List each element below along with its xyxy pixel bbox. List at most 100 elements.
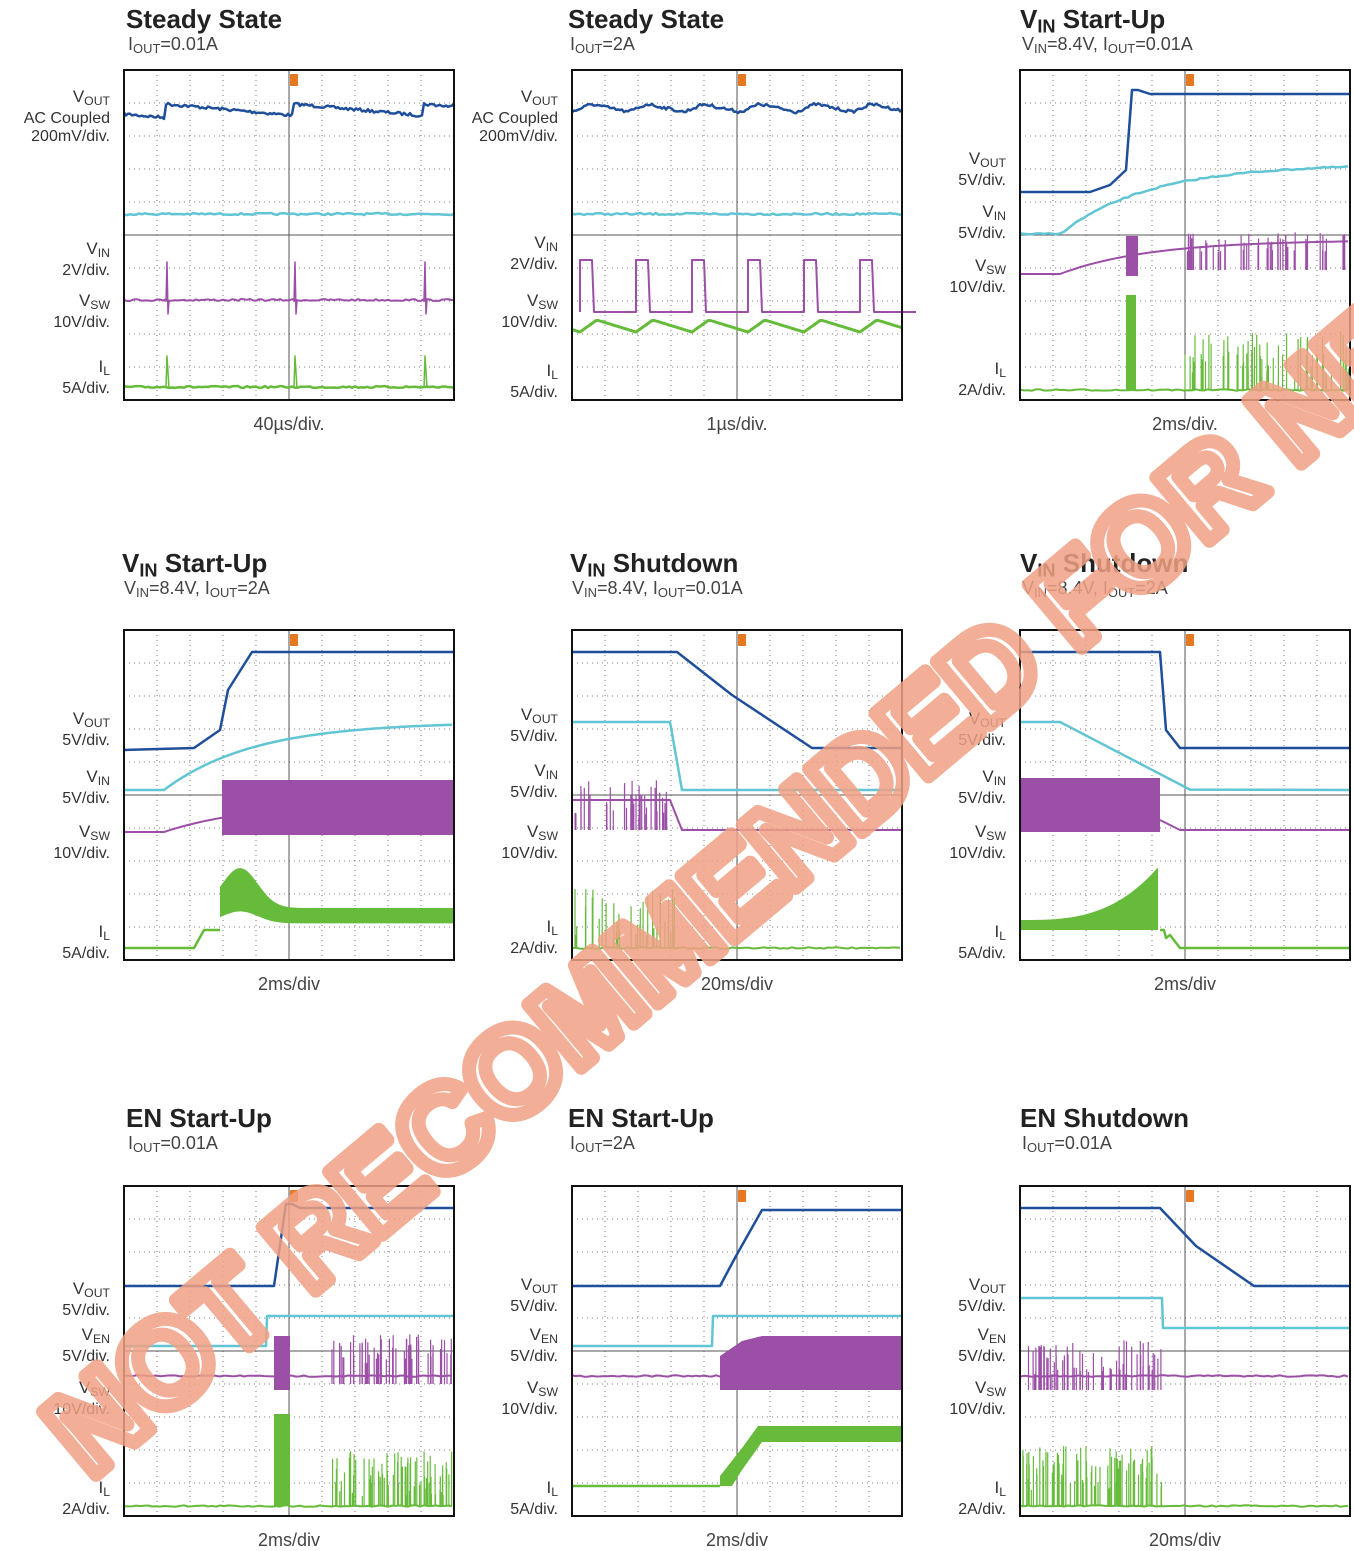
channel-label-il: IL 2A/div. xyxy=(62,1478,110,1519)
vout-trace xyxy=(124,1202,454,1288)
vsw-pulse xyxy=(293,261,298,315)
vsw-trace xyxy=(1159,819,1350,831)
panel-subtitle: IOUT=2A xyxy=(570,1133,635,1156)
trigger-marker xyxy=(738,74,746,86)
panel-title: Steady State xyxy=(568,4,725,34)
il-burst xyxy=(1126,295,1136,390)
channel-label-il: IL 2A/div. xyxy=(510,917,558,958)
channel-label-vout: VOUT 5V/div. xyxy=(958,709,1006,750)
vsw-pulse xyxy=(165,261,170,315)
panel-title: VIN Shutdown xyxy=(1020,548,1189,581)
vin-trace xyxy=(124,1314,454,1348)
vout-trace xyxy=(572,650,902,750)
vin-trace xyxy=(571,211,902,217)
timebase-label: 20ms/div xyxy=(1148,1530,1222,1550)
trigger-marker xyxy=(290,634,298,646)
timebase-label: 2ms/div xyxy=(257,974,320,994)
timebase-label: 20ms/div xyxy=(700,974,774,994)
channel-label-vin: VIN 2V/div. xyxy=(510,233,558,274)
trigger-marker xyxy=(738,1190,746,1202)
channel-label-vsw: VSW 10V/div. xyxy=(501,1378,558,1419)
vout-trace xyxy=(1020,650,1350,750)
channel-label-il: IL 5A/div. xyxy=(510,361,558,402)
channel-label-vsw: VSW 10V/div. xyxy=(949,256,1006,297)
panel-title: VIN Start-Up xyxy=(122,548,268,581)
vout-trace xyxy=(1020,1206,1350,1288)
panel-title: VIN Shutdown xyxy=(570,548,739,581)
plot-frame xyxy=(123,69,455,401)
panel-subtitle: VIN=8.4V, IOUT=0.01A xyxy=(572,578,743,601)
oscilloscope-plot xyxy=(123,1185,455,1517)
plot-frame xyxy=(1019,69,1351,401)
vsw-trace xyxy=(572,799,902,831)
vin-trace xyxy=(1020,720,1351,792)
plot-frame xyxy=(1019,629,1351,961)
timebase-label: 2ms/div xyxy=(257,1530,320,1550)
channel-label-il: IL 5A/div. xyxy=(62,357,110,398)
plot-frame xyxy=(123,1185,455,1517)
channel-label-vout: VOUT 5V/div. xyxy=(958,1275,1006,1316)
vsw-burst xyxy=(274,1336,290,1390)
channel-label-vsw: VSW 10V/div. xyxy=(949,822,1006,863)
trigger-marker xyxy=(1186,74,1194,86)
il-spikes xyxy=(332,1451,453,1506)
channel-label-vout: VOUT 5V/div. xyxy=(62,1279,110,1320)
vout-trace xyxy=(123,650,454,752)
panel-title: Steady State xyxy=(126,4,283,34)
vsw-trace xyxy=(1020,240,1348,275)
trigger-marker xyxy=(290,1190,298,1202)
channel-label-vsw: VSW 10V/div. xyxy=(501,822,558,863)
panel-title: EN Shutdown xyxy=(1020,1103,1189,1133)
panel-subtitle: IOUT=2A xyxy=(570,34,635,57)
il-trace xyxy=(1019,1504,1349,1508)
il-trace xyxy=(123,384,455,390)
plot-frame xyxy=(1019,1185,1351,1517)
timebase-label: 2ms/div. xyxy=(1152,414,1218,434)
vin-trace xyxy=(124,211,455,217)
oscilloscope-plot xyxy=(571,69,916,401)
il-pulse xyxy=(165,355,170,389)
vsw-band xyxy=(1020,778,1160,832)
il-trace xyxy=(124,928,220,950)
channel-label-il: IL 5A/div. xyxy=(510,1478,558,1519)
vout-trace xyxy=(571,101,903,115)
vout-trace xyxy=(1020,88,1350,194)
vsw-burst xyxy=(1126,236,1138,276)
channel-label-vout: VOUT 5V/div. xyxy=(62,709,110,750)
il-envelope xyxy=(220,868,454,924)
plot-frame xyxy=(123,629,455,961)
panel-subtitle: IOUT=0.01A xyxy=(1022,1133,1112,1156)
channel-label-vin: VIN 2V/div. xyxy=(62,239,110,280)
il-spikes xyxy=(1184,331,1350,390)
panel-subtitle: VIN=8.4V, IOUT=2A xyxy=(124,578,270,601)
panel-title: EN Start-Up xyxy=(126,1103,272,1133)
vsw-trace xyxy=(1019,1374,1349,1378)
channel-label-il: IL 5A/div. xyxy=(958,922,1006,963)
il-envelope xyxy=(1020,867,1158,930)
channel-label-il: IL 2A/div. xyxy=(958,1478,1006,1519)
channel-label-ven: VEN 5V/div. xyxy=(958,1325,1006,1366)
vin-trace xyxy=(1020,1296,1350,1330)
vsw-spikes xyxy=(331,1334,452,1384)
channel-label-vsw: VSW 10V/div. xyxy=(53,1378,110,1419)
channel-label-vsw: VSW 10V/div. xyxy=(501,291,558,332)
channel-label-ven: VEN 5V/div. xyxy=(510,1325,558,1366)
channel-label-vout: VOUT AC Coupled 200mV/div. xyxy=(471,87,558,146)
vsw-spikes xyxy=(574,780,668,830)
il-spikes xyxy=(1022,1446,1163,1506)
vin-trace xyxy=(572,1314,902,1348)
channel-label-vin: VIN 5V/div. xyxy=(510,761,558,802)
timebase-label: 40µs/div. xyxy=(253,414,325,434)
vsw-band xyxy=(720,1336,902,1390)
plot-frame xyxy=(571,629,903,961)
vsw-pulse xyxy=(423,261,428,315)
panel-subtitle: VIN=8.4V, IOUT=2A xyxy=(1022,578,1168,601)
vsw-spikes xyxy=(1186,232,1346,270)
timebase-label: 2ms/div xyxy=(1153,974,1216,994)
channel-label-vsw: VSW 10V/div. xyxy=(949,1378,1006,1419)
plot-frame xyxy=(571,1185,903,1517)
trigger-marker xyxy=(738,634,746,646)
channel-label-ven: VEN 5V/div. xyxy=(62,1325,110,1366)
il-trace xyxy=(1019,388,1349,392)
channel-label-vout: VOUT 5V/div. xyxy=(510,705,558,746)
